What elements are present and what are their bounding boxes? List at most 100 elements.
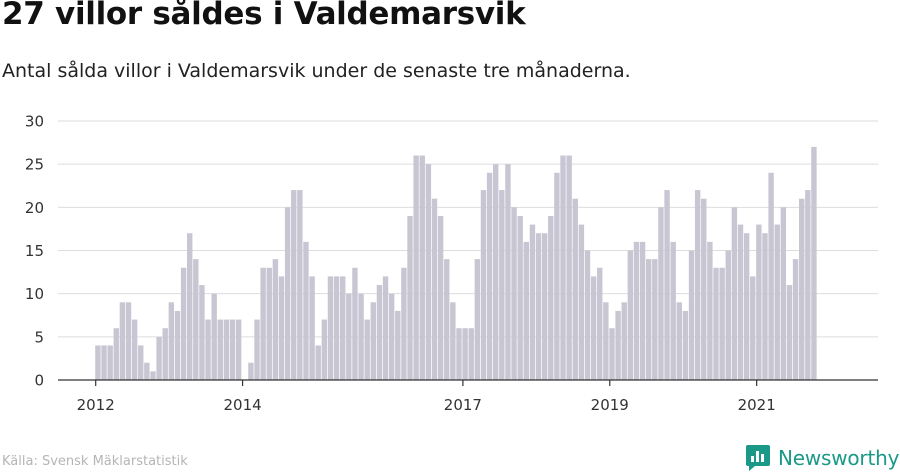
bar (248, 362, 254, 380)
bar (340, 276, 346, 380)
bar (95, 345, 101, 380)
y-tick-label: 10 (25, 285, 44, 303)
bar (327, 276, 334, 380)
bar (597, 267, 603, 380)
bar (548, 215, 554, 380)
bar (670, 241, 676, 380)
bar (762, 233, 768, 380)
bar (162, 328, 168, 380)
bar (701, 198, 707, 380)
bar (382, 276, 389, 380)
bar (333, 276, 340, 380)
bar (456, 328, 462, 380)
source-note: Källa: Svensk Mäklarstatistik (2, 454, 188, 469)
bar (517, 215, 523, 380)
bar (676, 302, 682, 380)
bar (346, 293, 352, 380)
bar (486, 172, 493, 380)
bar (713, 267, 719, 380)
bar (278, 276, 285, 380)
bar (541, 233, 548, 380)
bar (419, 155, 425, 380)
bar (529, 224, 536, 380)
y-tick-label: 20 (25, 199, 44, 217)
y-tick-label: 0 (34, 372, 44, 390)
bar (113, 328, 119, 380)
bar (682, 310, 689, 380)
bar (144, 362, 150, 380)
bar (560, 155, 566, 380)
bar (444, 259, 450, 380)
bar (590, 276, 597, 380)
bar (364, 319, 370, 380)
bar (199, 285, 205, 380)
bar (799, 198, 805, 380)
bar (156, 336, 162, 380)
chart-subtitle: Antal sålda villor i Valdemarsvik under … (2, 60, 631, 82)
bar (792, 259, 799, 380)
y-tick-label: 5 (34, 328, 44, 346)
bar (627, 250, 634, 380)
bar (260, 267, 266, 380)
bar (480, 190, 487, 380)
bar (138, 345, 144, 380)
data-labels: 27 (828, 0, 848, 4)
bar (187, 233, 193, 380)
bar (750, 276, 756, 380)
bar (505, 164, 511, 380)
bar (358, 293, 364, 380)
bar (376, 285, 383, 380)
bar (786, 285, 793, 380)
bar (603, 302, 609, 380)
bar (101, 345, 107, 380)
bar (437, 215, 444, 380)
bar (370, 302, 376, 380)
bar (566, 155, 572, 380)
bar (266, 267, 272, 380)
bar (646, 259, 652, 380)
bar (150, 371, 156, 380)
bar (725, 250, 731, 380)
bar (768, 172, 774, 380)
brand[interactable]: Newsworthy (745, 444, 899, 472)
x-tick-label: 2021 (738, 396, 776, 414)
bar (756, 224, 762, 380)
bar (780, 207, 787, 380)
bar (401, 267, 407, 380)
bar (395, 310, 401, 380)
bar (737, 224, 744, 380)
bar (388, 293, 395, 380)
bar (554, 172, 560, 380)
bar (609, 328, 615, 380)
bar (180, 267, 187, 380)
x-tick-label: 2017 (444, 396, 482, 414)
y-tick-label: 25 (25, 156, 44, 174)
x-tick-label: 2014 (223, 396, 261, 414)
bar (511, 207, 517, 380)
bar (707, 241, 713, 380)
bar (450, 302, 456, 380)
bar-chart: 0 5 10 15 20 25 30 2012 2014 2017 2019 2021 27 (25, 0, 878, 414)
bar (107, 345, 113, 380)
bar (315, 345, 321, 380)
bar (474, 259, 481, 380)
bar (584, 250, 591, 380)
bar (652, 259, 658, 380)
bar (664, 190, 670, 380)
bar (174, 310, 181, 380)
bar (639, 241, 646, 380)
bar (468, 328, 474, 380)
bar (125, 302, 132, 380)
bar (413, 155, 419, 380)
bar (719, 267, 725, 380)
bar (462, 328, 468, 380)
bar (688, 250, 695, 380)
bar (805, 190, 811, 380)
bar (284, 207, 291, 380)
bar (119, 302, 126, 380)
bar (499, 190, 505, 380)
bar (615, 310, 621, 380)
bar (217, 319, 223, 380)
y-axis-ticks: 0 5 10 15 20 25 30 (25, 113, 44, 390)
bar (407, 215, 413, 380)
